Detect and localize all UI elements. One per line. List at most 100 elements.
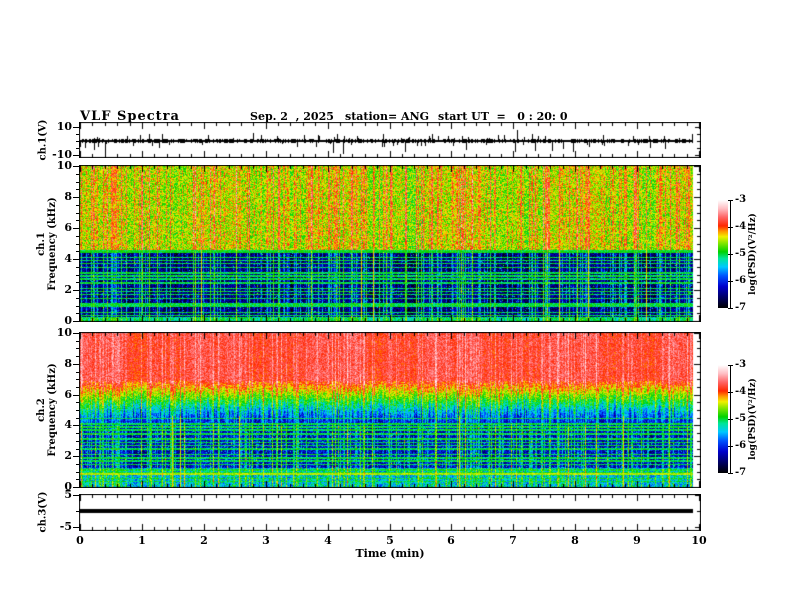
colorbar-tick bbox=[728, 227, 733, 228]
y-axis-tick bbox=[76, 148, 79, 149]
y-axis-tick bbox=[76, 348, 79, 349]
y-axis-tick bbox=[76, 511, 79, 512]
ch2-frequency-axis-label: Frequency (kHz) bbox=[47, 363, 58, 457]
colorbar-tick-label: -4 bbox=[735, 386, 747, 397]
colorbar-tick-label: -3 bbox=[735, 194, 747, 205]
y-axis-tick bbox=[76, 134, 79, 135]
plot-station: station= ANG bbox=[345, 110, 430, 123]
y-axis-tick bbox=[76, 220, 79, 221]
colorbar-tick bbox=[728, 200, 733, 201]
y-axis-tick bbox=[73, 425, 79, 426]
ch2-spectrogram-ytick: 2 bbox=[64, 449, 72, 462]
y-axis-tick bbox=[76, 275, 79, 276]
y-axis-tick bbox=[76, 402, 79, 403]
ch2-spectrogram-ytick: 8 bbox=[64, 357, 72, 370]
y-axis-tick bbox=[73, 290, 79, 291]
colorbar-tick bbox=[728, 365, 733, 366]
colorbar-tick bbox=[728, 281, 733, 282]
y-axis-tick bbox=[73, 155, 79, 156]
y-axis-tick bbox=[76, 410, 79, 411]
ch2-spectrogram-ytick: 10 bbox=[56, 326, 72, 339]
colorbar-tick bbox=[728, 254, 733, 255]
ch1-spectrogram-ytick: 8 bbox=[64, 190, 72, 203]
y-axis-tick bbox=[76, 182, 79, 183]
y-axis-tick bbox=[73, 395, 79, 396]
ch2-spectrogram-ytick: 6 bbox=[64, 388, 72, 401]
time-tick-label: 10 bbox=[691, 534, 707, 547]
y-axis-tick bbox=[76, 236, 79, 237]
ch1-spectrogram-canvas bbox=[79, 165, 701, 322]
colorbar-tick bbox=[728, 392, 733, 393]
y-axis-tick bbox=[73, 321, 79, 322]
time-tick-label: 6 bbox=[447, 534, 455, 547]
time-tick-label: 1 bbox=[138, 534, 146, 547]
y-axis-tick bbox=[76, 387, 79, 388]
y-axis-tick bbox=[76, 356, 79, 357]
y-axis-tick bbox=[76, 372, 79, 373]
y-axis-tick bbox=[76, 313, 79, 314]
time-tick-label: 7 bbox=[509, 534, 517, 547]
y-axis-tick bbox=[76, 306, 79, 307]
y-axis-tick bbox=[76, 267, 79, 268]
time-tick-label: 4 bbox=[324, 534, 332, 547]
time-tick-label: 2 bbox=[200, 534, 208, 547]
ch2-colorbar-label: log(PSD)(V²/Hz) bbox=[748, 378, 758, 460]
colorbar-tick bbox=[728, 419, 733, 420]
y-axis-tick bbox=[73, 527, 79, 528]
time-tick-label: 5 bbox=[386, 534, 394, 547]
y-axis-tick bbox=[76, 174, 79, 175]
plot-date: Sep. 2 , 2025 bbox=[250, 110, 334, 123]
y-axis-tick bbox=[73, 364, 79, 365]
y-axis-tick bbox=[76, 141, 79, 142]
ch1-spectrogram-ytick: 10 bbox=[56, 159, 72, 172]
y-axis-tick bbox=[76, 205, 79, 206]
y-axis-tick bbox=[76, 472, 79, 473]
y-axis-tick bbox=[76, 251, 79, 252]
ch3-waveform-ytick: 5 bbox=[64, 488, 72, 501]
ch1-frequency-axis-label: Frequency (kHz) bbox=[47, 197, 58, 291]
ch2-spectrogram-ylabel: ch.2 Frequency (kHz) bbox=[36, 363, 58, 456]
y-axis-tick bbox=[76, 418, 79, 419]
y-axis-tick bbox=[73, 495, 79, 496]
y-axis-tick bbox=[76, 479, 79, 480]
y-axis-tick bbox=[76, 449, 79, 450]
plot-start-ut: start UT = 0 : 20: 0 bbox=[438, 110, 568, 123]
ch3-waveform-ytick: -5 bbox=[59, 520, 72, 533]
ch1-waveform-canvas bbox=[79, 122, 701, 158]
ch1-spectrogram-ytick: 4 bbox=[64, 252, 72, 265]
y-axis-tick bbox=[76, 213, 79, 214]
y-axis-tick bbox=[76, 441, 79, 442]
colorbar-tick-label: -5 bbox=[735, 413, 747, 424]
y-axis-tick bbox=[76, 282, 79, 283]
ch1-colorbar bbox=[718, 200, 728, 308]
y-axis-tick bbox=[76, 433, 79, 434]
y-axis-tick bbox=[73, 333, 79, 334]
time-axis-label: Time (min) bbox=[355, 547, 425, 560]
colorbar-tick-label: -6 bbox=[735, 275, 747, 286]
ch1-spectrogram-ytick: 0 bbox=[64, 314, 72, 327]
y-axis-tick bbox=[73, 166, 79, 167]
ch2-spectrogram-ytick: 4 bbox=[64, 418, 72, 431]
y-axis-tick bbox=[73, 197, 79, 198]
y-axis-tick bbox=[76, 189, 79, 190]
colorbar-tick-label: -3 bbox=[735, 359, 747, 370]
y-axis-tick bbox=[73, 228, 79, 229]
time-tick-label: 3 bbox=[262, 534, 270, 547]
time-tick-label: 8 bbox=[571, 534, 579, 547]
colorbar-tick-label: -6 bbox=[735, 440, 747, 451]
ch2-spectrogram-canvas bbox=[79, 332, 701, 488]
ch2-colorbar bbox=[718, 365, 728, 473]
colorbar-tick-label: -4 bbox=[735, 221, 747, 232]
y-axis-tick bbox=[73, 259, 79, 260]
ch2-spectrogram-ytick: 0 bbox=[64, 480, 72, 493]
ch3-waveform-canvas bbox=[79, 494, 701, 531]
y-axis-tick bbox=[73, 487, 79, 488]
ch1-waveform-ytick: 10 bbox=[56, 120, 72, 133]
colorbar-tick bbox=[728, 446, 733, 447]
colorbar-tick bbox=[728, 308, 733, 309]
y-axis-tick bbox=[76, 379, 79, 380]
y-axis-tick bbox=[73, 456, 79, 457]
colorbar-tick-label: -7 bbox=[735, 467, 747, 478]
time-tick-label: 0 bbox=[76, 534, 84, 547]
